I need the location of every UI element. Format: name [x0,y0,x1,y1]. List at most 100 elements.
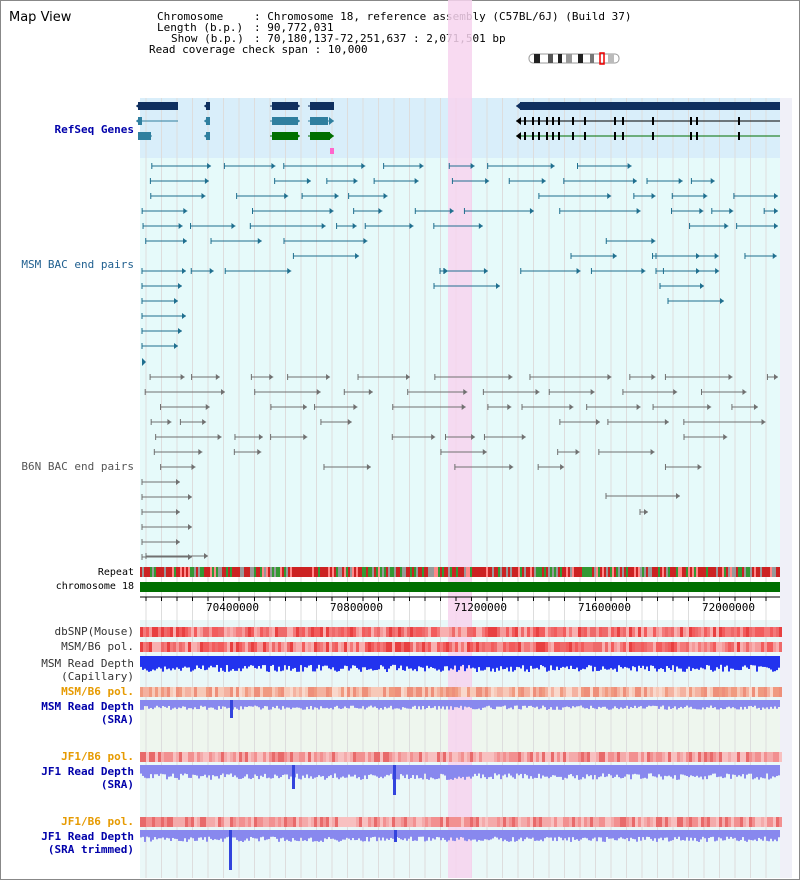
depth-bar [520,765,522,774]
depth-bar [424,700,426,710]
heat-cell [278,817,281,827]
depth-bar [418,656,420,667]
depth-bar [632,830,634,839]
depth-bar [422,765,424,780]
repeat-segment [290,567,292,577]
heat-cell [500,642,503,652]
heat-cell [716,642,719,652]
depth-bar [620,765,622,779]
bac-end [414,178,419,184]
depth-bar [498,830,500,840]
depth-bar [754,765,756,779]
depth-bar [372,700,374,708]
heat-cell [464,687,467,697]
depth-bar [628,656,630,669]
heat-cell [233,752,236,762]
repeat-segment [594,567,596,577]
heat-cell [296,627,299,637]
depth-bar [446,765,448,780]
heat-cell [359,752,362,762]
heat-cell [557,627,560,637]
heat-cell [338,752,341,762]
show-value: 70,180,137-72,251,637 : 2,071,501 bp [267,32,506,45]
repeat-segment [352,567,354,577]
depth-bar [578,656,580,672]
depth-bar [618,656,620,666]
heat-cell [569,642,572,652]
heat-cell [635,687,638,697]
heat-cell [443,687,446,697]
depth-bar [448,765,450,780]
heat-cell [356,687,359,697]
depth-bar [172,765,174,774]
heat-cell [170,627,173,637]
repeat-segment [344,567,346,577]
depth-bar [170,765,172,777]
depth-bar [198,765,200,779]
heat-cell [479,817,482,827]
heat-cell [380,627,383,637]
depth-bar [260,830,262,838]
depth-bar [196,656,198,666]
heat-cell [392,817,395,827]
depth-bar [206,765,208,778]
depth-bar [778,830,780,838]
depth-bar [444,656,446,667]
depth-bar [524,765,526,774]
heat-cell [644,687,647,697]
depth-bar [684,656,686,672]
heat-cell [767,817,770,827]
depth-bar [202,656,204,666]
heat-cell [287,627,290,637]
depth-bar [770,656,772,670]
chromosome-ideogram[interactable] [528,52,624,66]
heat-cell [359,687,362,697]
bac-end [182,313,186,319]
depth-bar [592,765,594,780]
repeat-segment [484,567,486,577]
depth-bar [154,656,156,671]
heat-cell [656,627,659,637]
chromosome-label: Chromosome [157,10,224,23]
depth-bar [718,656,720,669]
depth-bar [604,656,606,669]
depth-bar [462,765,464,777]
heat-cell [473,642,476,652]
depth-bar [552,765,554,776]
repeat-segment [624,567,626,577]
heat-cell [392,642,395,652]
depth-bar [326,830,328,840]
depth-bar [142,700,144,710]
depth-bar [490,656,492,672]
heat-cell [392,752,395,762]
repeat-segment [370,567,372,577]
heat-cell [470,752,473,762]
bac-end [710,178,715,184]
depth-bar [466,765,468,777]
heat-cell [704,627,707,637]
heat-cell [323,752,326,762]
depth-bar [320,700,322,707]
heat-cell [353,817,356,827]
depth-bar [244,765,246,777]
heat-cell [242,627,245,637]
depth-bar [346,765,348,778]
depth-bar [526,700,528,708]
repeat-segment [524,567,526,577]
depth-bar [678,765,680,780]
heat-cell [479,752,482,762]
depth-bar [178,830,180,841]
heat-cell [701,687,704,697]
depth-bar [526,656,528,670]
depth-bar [220,700,222,709]
depth-bar [314,700,316,708]
depth-bar [680,656,682,669]
right-margin-bg [780,98,792,878]
depth-bar [610,656,612,669]
depth-bar [148,830,150,838]
heat-cell [512,642,515,652]
depth-bar [602,700,604,707]
depth-bar [572,700,574,707]
heat-cell [386,642,389,652]
